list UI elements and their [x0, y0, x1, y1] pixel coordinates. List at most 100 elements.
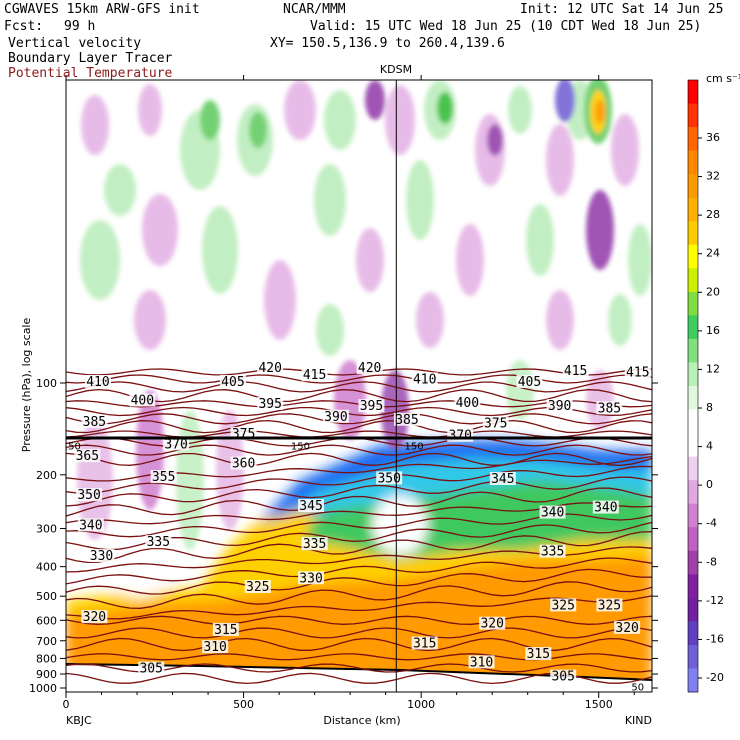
theta-label: 325 [598, 598, 621, 613]
colorbar-swatch [688, 480, 698, 505]
y-tick-label: 700 [36, 635, 57, 648]
colorbar-swatch [688, 80, 698, 105]
left-station: KBJC [66, 714, 92, 727]
theta-label: 335 [303, 537, 326, 552]
theta-label-bg [525, 647, 552, 661]
theta-label-bg [84, 375, 111, 388]
colorbar-swatch [688, 433, 698, 458]
theta-label: 310 [203, 640, 226, 655]
theta-label: 340 [541, 506, 564, 521]
theta-label: 370 [164, 437, 187, 452]
theta-contour-line [66, 413, 652, 425]
theta-label: 410 [413, 372, 436, 387]
theta-contour-line [66, 615, 652, 625]
y-tick-label: 500 [36, 590, 57, 603]
tracer-label: 150 [405, 441, 424, 452]
colorbar-swatch [688, 315, 698, 340]
theta-label-bg [562, 363, 589, 377]
theta-contour-line [66, 627, 652, 639]
y-tick-label: 300 [36, 523, 57, 536]
theta-label-bg [77, 518, 104, 532]
theta-label-bg [614, 620, 641, 634]
theta-label: 375 [232, 427, 255, 442]
colorbar-label: -16 [706, 632, 724, 645]
colorbar-frame [687, 79, 699, 693]
colorbar-swatch [688, 103, 698, 128]
theta-label-bg [516, 375, 543, 388]
y-tick-label: 600 [36, 614, 57, 627]
theta-labels: 410 400 405 420 415 420 410 405 415 415 385 395 390 3… [74, 361, 651, 685]
theta-label: 360 [232, 456, 255, 471]
colorbar-swatch [688, 668, 698, 693]
theta-label-bg [74, 449, 101, 463]
theta-label-bg [489, 472, 516, 486]
theta-contour-line [66, 452, 652, 467]
colorbar-label: 8 [706, 401, 713, 414]
theta-label-bg [145, 535, 172, 549]
theta-contour-line [66, 568, 652, 595]
colorbar-label: 12 [706, 362, 720, 375]
tracer-label: 50 [631, 683, 644, 694]
theta-label: 350 [377, 471, 400, 486]
theta-contour-line [66, 637, 652, 652]
theta-label-bg [454, 395, 481, 409]
theta-label-bg [550, 669, 577, 683]
theta-label-bg [592, 500, 619, 514]
theta-label: 405 [221, 375, 244, 390]
theta-contour-line [66, 531, 652, 564]
theta-label: 315 [527, 647, 550, 662]
theta-label: 390 [548, 399, 571, 414]
theta-label-bg [479, 616, 506, 630]
theta-label: 395 [360, 399, 383, 414]
colorbar-swatch [688, 644, 698, 669]
colorbar-label: 0 [706, 478, 713, 491]
theta-label-bg [81, 414, 108, 428]
theta-label-bg [81, 610, 108, 624]
y-tick-label: 400 [36, 561, 57, 574]
theta-label: 315 [413, 636, 436, 651]
y-axis-title: Pressure (hPa), log scale [20, 318, 33, 453]
theta-label: 330 [299, 571, 322, 586]
theta-label: 415 [303, 368, 326, 383]
theta-label-bg [358, 399, 385, 413]
x-axis-title: Distance (km) [323, 714, 400, 727]
theta-label-bg [257, 396, 284, 410]
theta-label: 335 [541, 545, 564, 560]
plot-area: 410 400 405 420 415 420 410 405 415 415 385 395 390 3… [66, 80, 652, 694]
theta-label-bg [88, 549, 115, 563]
field-bl-tracer: Boundary Layer Tracer [8, 51, 173, 66]
theta-label-bg [468, 655, 495, 669]
theta-label: 405 [518, 375, 541, 390]
theta-label: 335 [147, 535, 170, 550]
theta-label-bg [539, 544, 566, 558]
theta-label: 415 [564, 364, 587, 379]
theta-label-bg [230, 456, 257, 470]
theta-label: 385 [395, 413, 418, 428]
colorbar-swatch [688, 409, 698, 434]
y-tick-label: 900 [36, 668, 57, 681]
theta-label: 315 [214, 623, 237, 638]
colorbar-label: 28 [706, 208, 720, 221]
colorbar-label: -20 [706, 671, 724, 684]
field-vertical-velocity: Vertical velocity [8, 36, 142, 51]
x-axis: 0 500 1000 1500 [63, 75, 635, 711]
colorbar-label: 16 [706, 324, 720, 337]
plot-frame [65, 79, 653, 693]
colorbar-unit: cm s⁻¹ [706, 72, 740, 85]
theta-label: 385 [83, 415, 106, 430]
y-tick-label: 1000 [29, 682, 57, 695]
theta-label: 340 [594, 501, 617, 516]
theta-label: 310 [470, 655, 493, 670]
theta-label: 420 [258, 361, 281, 376]
colorbar-swatch [688, 338, 698, 363]
x-tick-label: 1500 [585, 698, 613, 711]
fcst-value: 99 h [64, 19, 96, 34]
vertical-velocity-upper [80, 80, 652, 356]
theta-label: 305 [551, 670, 574, 685]
theta-label: 330 [90, 549, 113, 564]
tracer-label: 150 [291, 441, 310, 452]
theta-label-bg [212, 622, 239, 636]
theta-label-bg [393, 412, 420, 426]
